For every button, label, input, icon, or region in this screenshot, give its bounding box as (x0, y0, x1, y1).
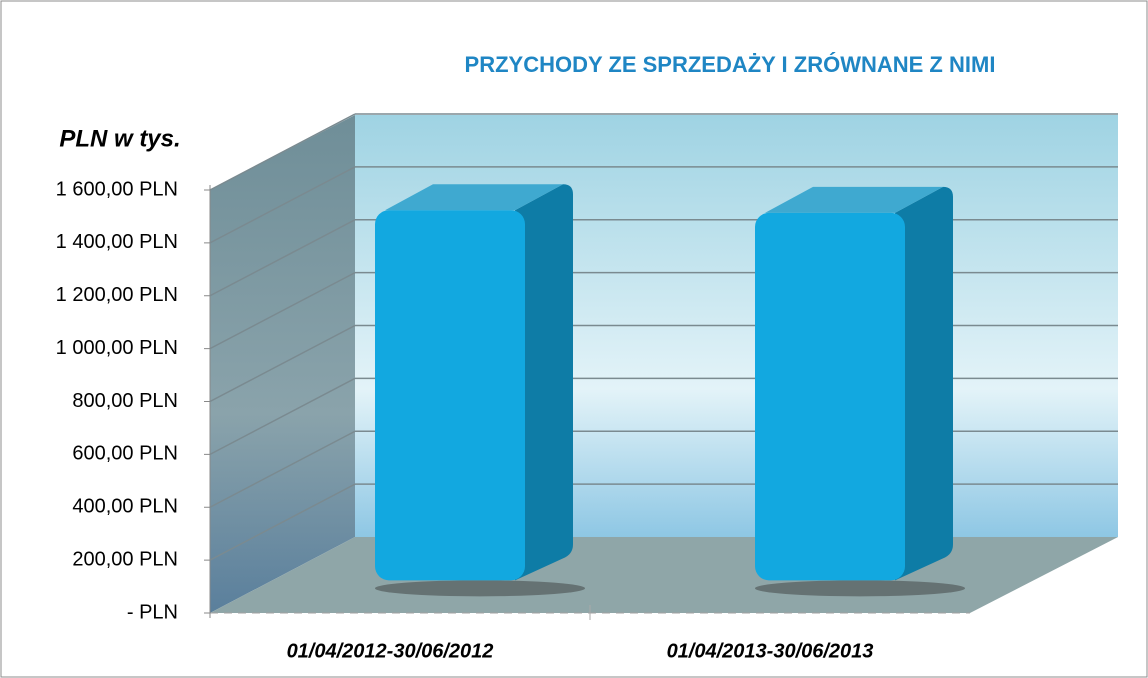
y-tick-label: 1 000,00 PLN (56, 337, 178, 359)
bar-side (515, 184, 573, 581)
grid-line (209, 219, 356, 297)
bar-shadow (755, 580, 965, 597)
x-tick-label: 01/04/2013-30/06/2013 (667, 640, 874, 662)
grid-line (209, 324, 356, 403)
grid-line (209, 113, 356, 191)
grid-line (209, 430, 356, 508)
y-tick-label: 600,00 PLN (72, 443, 178, 465)
bar-side (895, 186, 953, 581)
grid-line (209, 377, 356, 456)
y-tick-label: 1 600,00 PLN (56, 178, 178, 200)
floor (210, 537, 1118, 613)
bar-top (385, 184, 563, 211)
x-tick-label: 01/04/2012-30/06/2012 (287, 640, 494, 662)
bar (375, 210, 525, 581)
grid-line (209, 271, 356, 350)
y-tick-label: 800,00 PLN (72, 390, 178, 412)
grid-line (209, 483, 356, 561)
bar (755, 212, 905, 581)
y-tick-label: - PLN (127, 601, 178, 623)
bar-shadow (375, 580, 585, 597)
grid-line (209, 166, 356, 244)
bar-top (765, 186, 943, 213)
y-axis-label: PLN w tys. (59, 125, 180, 152)
y-tick-label: 1 400,00 PLN (56, 231, 178, 253)
y-tick-label: 200,00 PLN (72, 548, 178, 570)
chart-title: PRZYCHODY ZE SPRZEDAŻY I ZRÓWNANE Z NIMI (465, 52, 996, 77)
y-tick-label: 400,00 PLN (72, 496, 178, 518)
y-tick-label: 1 200,00 PLN (56, 284, 178, 306)
